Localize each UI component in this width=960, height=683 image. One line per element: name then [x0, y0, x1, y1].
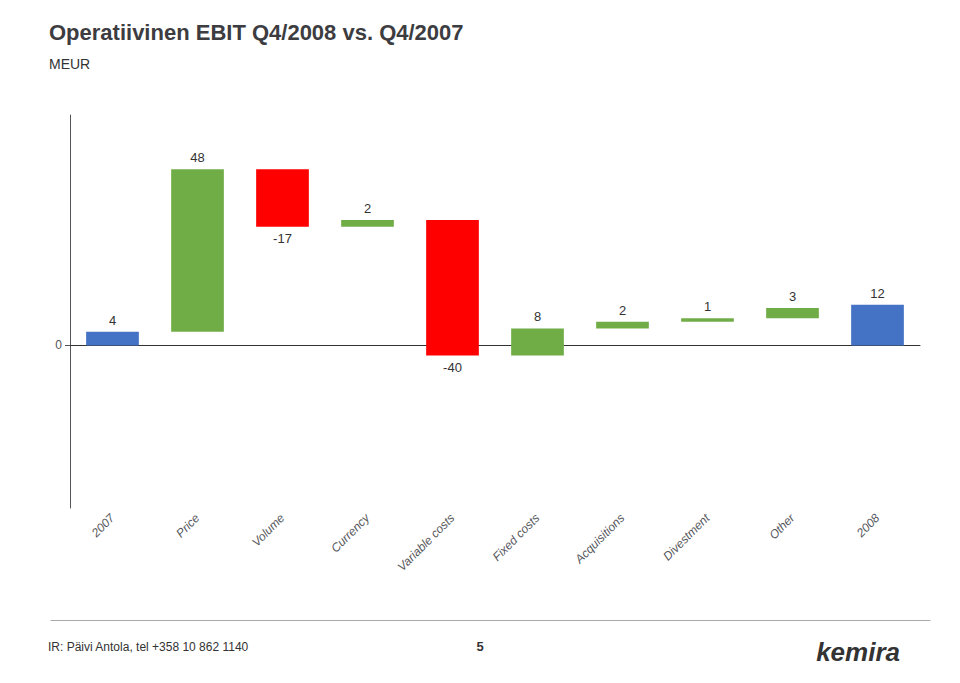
svg-text:Currency: Currency: [328, 510, 373, 555]
svg-text:48: 48: [190, 150, 204, 165]
svg-text:1: 1: [704, 299, 711, 314]
svg-text:IR: Päivi Antola, tel +358 10: IR: Päivi Antola, tel +358 10 862 1140: [48, 640, 249, 654]
svg-text:-17: -17: [273, 231, 292, 246]
svg-text:Volume: Volume: [249, 511, 288, 550]
svg-text:2007: 2007: [88, 510, 118, 540]
svg-text:kemira: kemira: [816, 637, 900, 667]
svg-text:Acquisitions: Acquisitions: [572, 511, 628, 567]
svg-text:-40: -40: [443, 360, 462, 375]
svg-text:2008: 2008: [853, 511, 883, 541]
svg-text:MEUR: MEUR: [49, 56, 90, 72]
svg-text:Operatiivinen EBIT Q4/2008 vs.: Operatiivinen EBIT Q4/2008 vs. Q4/2007: [49, 20, 464, 45]
svg-text:2: 2: [619, 303, 626, 318]
svg-text:8: 8: [534, 309, 541, 324]
svg-text:Variable costs: Variable costs: [395, 511, 458, 574]
svg-text:12: 12: [870, 286, 884, 301]
svg-text:5: 5: [476, 639, 483, 654]
svg-text:4: 4: [109, 313, 116, 328]
svg-text:Divestment: Divestment: [660, 511, 713, 564]
svg-text:2: 2: [364, 201, 371, 216]
svg-text:Price: Price: [173, 511, 202, 540]
svg-text:0: 0: [55, 338, 62, 352]
svg-text:3: 3: [789, 289, 796, 304]
svg-text:Other: Other: [766, 510, 798, 542]
svg-text:Fixed costs: Fixed costs: [490, 511, 543, 564]
